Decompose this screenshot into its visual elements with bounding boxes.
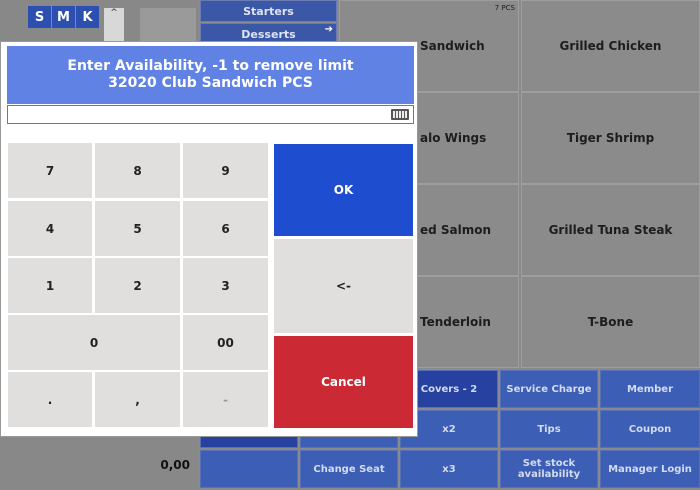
scroll-up-button[interactable]: ^ xyxy=(104,8,124,48)
category-label: Starters xyxy=(243,4,294,18)
category-label: Desserts xyxy=(241,27,296,41)
category-starters[interactable]: Starters xyxy=(200,0,337,22)
manager-login-button[interactable]: Manager Login xyxy=(600,450,700,488)
dialog-subtitle-line: 32020 Club Sandwich PCS xyxy=(108,75,313,91)
cancel-button[interactable]: Cancel xyxy=(274,336,413,428)
key-0[interactable]: 0 xyxy=(8,315,180,370)
member-button[interactable]: Member xyxy=(600,370,700,408)
product-grilled-chicken[interactable]: Grilled Chicken xyxy=(521,0,700,92)
product-label: ed Salmon xyxy=(420,223,492,237)
dialog-title-line: Enter Availability, -1 to remove limit xyxy=(67,58,354,74)
availability-dialog: Enter Availability, -1 to remove limit 3… xyxy=(0,41,418,437)
order-total: 0,00 xyxy=(160,458,190,472)
category-desserts[interactable]: Desserts ➔ xyxy=(200,23,337,45)
key-6[interactable]: 6 xyxy=(183,201,268,256)
product-label: Sandwich xyxy=(420,39,485,53)
key-9[interactable]: 9 xyxy=(183,143,268,198)
product-t-bone[interactable]: T-Bone xyxy=(521,276,700,368)
key-5[interactable]: 5 xyxy=(95,201,180,256)
key-comma[interactable]: , xyxy=(95,372,180,427)
key-8[interactable]: 8 xyxy=(95,143,180,198)
keyboard-icon[interactable] xyxy=(391,109,409,120)
order-list-header xyxy=(140,8,196,42)
coupon-button[interactable]: Coupon xyxy=(600,410,700,448)
ok-button[interactable]: OK xyxy=(274,144,413,236)
size-selector: S M K xyxy=(28,6,99,28)
size-s-button[interactable]: S xyxy=(28,6,51,28)
product-grilled-tuna-steak[interactable]: Grilled Tuna Steak xyxy=(521,184,700,276)
dialog-title: Enter Availability, -1 to remove limit 3… xyxy=(7,46,414,104)
x3-button[interactable]: x3 xyxy=(400,450,498,488)
product-label: Grilled Tuna Steak xyxy=(548,223,673,237)
key-3[interactable]: 3 xyxy=(183,258,268,313)
product-label: Tenderloin xyxy=(420,315,491,329)
product-label: Grilled Chicken xyxy=(559,39,662,53)
size-m-button[interactable]: M xyxy=(52,6,75,28)
function-button-blank[interactable] xyxy=(200,450,298,488)
product-label: Tiger Shrimp xyxy=(566,131,655,145)
product-label: T-Bone xyxy=(587,315,634,329)
size-k-button[interactable]: K xyxy=(76,6,99,28)
key-1[interactable]: 1 xyxy=(8,258,92,313)
key-00[interactable]: 00 xyxy=(183,315,268,370)
key-7[interactable]: 7 xyxy=(8,143,92,198)
tips-button[interactable]: Tips xyxy=(500,410,598,448)
change-seat-button[interactable]: Change Seat xyxy=(300,450,398,488)
key-decimal-point[interactable]: . xyxy=(8,372,92,427)
set-stock-button[interactable]: Set stock availability xyxy=(500,450,598,488)
service-charge-button[interactable]: Service Charge xyxy=(500,370,598,408)
backspace-button[interactable]: <- xyxy=(274,239,413,333)
availability-input[interactable] xyxy=(7,105,414,124)
product-label: alo Wings xyxy=(420,131,487,145)
key-minus[interactable]: - xyxy=(183,372,268,427)
stock-tag: 7 PCS xyxy=(494,4,515,12)
key-4[interactable]: 4 xyxy=(8,201,92,256)
product-tiger-shrimp[interactable]: Tiger Shrimp xyxy=(521,92,700,184)
arrow-right-icon: ➔ xyxy=(324,24,333,35)
key-2[interactable]: 2 xyxy=(95,258,180,313)
